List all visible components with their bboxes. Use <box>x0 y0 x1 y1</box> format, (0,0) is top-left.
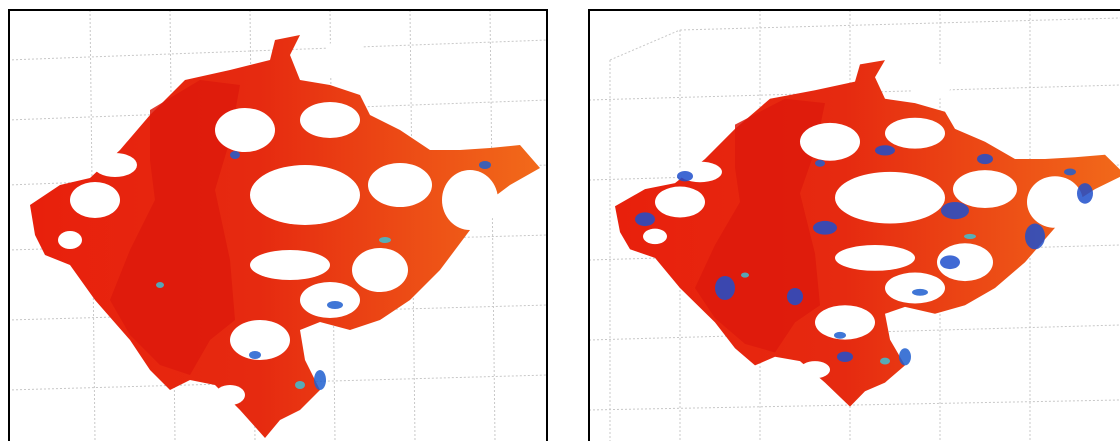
point-cloud-views <box>0 0 1120 441</box>
left-point-cloud <box>30 35 540 438</box>
page: {} <box>0 0 1120 441</box>
right-point-cloud <box>615 60 1120 407</box>
